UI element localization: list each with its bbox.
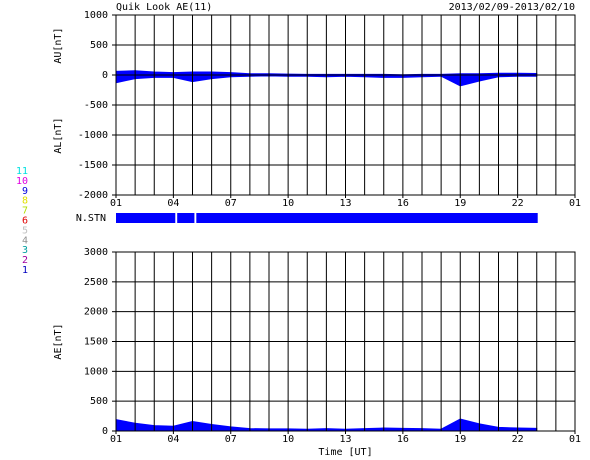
x-tick-label: 10 (282, 198, 294, 209)
y-tick-label: 500 (90, 40, 108, 51)
y-tick-label: 2500 (84, 277, 108, 288)
date-range: 2013/02/09-2013/02/10 (449, 2, 575, 13)
x-axis-label: Time [UT] (318, 447, 372, 458)
x-tick-label: 10 (282, 434, 294, 445)
y-axis-label: AL[nT] (53, 118, 64, 154)
x-tick-label: 16 (397, 198, 409, 209)
x-tick-label: 13 (339, 434, 351, 445)
station-legend-label: 9 (22, 186, 28, 197)
station-bar-label: N.STN (76, 213, 106, 224)
station-legend-label: 4 (22, 235, 28, 246)
y-tick-label: -500 (84, 100, 108, 111)
y-tick-label: 0 (102, 70, 108, 81)
station-legend-label: 8 (22, 196, 28, 207)
station-legend-label: 2 (22, 255, 28, 266)
y-tick-label: 2000 (84, 307, 108, 318)
x-tick-label: 04 (167, 434, 179, 445)
y-tick-label: 3000 (84, 247, 108, 258)
x-tick-label: 01 (110, 198, 122, 209)
y-tick-label: 1000 (84, 10, 108, 21)
y-tick-label: -2000 (78, 190, 108, 201)
x-tick-label: 01 (569, 198, 581, 209)
plot-frame (115, 14, 576, 196)
area (115, 418, 538, 432)
x-tick-label: 13 (339, 198, 351, 209)
station-legend-label: 5 (22, 225, 28, 236)
x-tick-label: 22 (512, 198, 524, 209)
x-tick-label: 22 (512, 434, 524, 445)
x-tick-label: 07 (225, 198, 237, 209)
chart-title: Quik Look AE(11) (116, 2, 212, 13)
station-legend-label: 6 (22, 216, 28, 227)
station-bar (177, 213, 195, 223)
plot-frame (115, 251, 576, 432)
station-legend-label: 7 (22, 206, 28, 217)
y-tick-label: 1500 (84, 337, 108, 348)
station-legend-label: 3 (22, 245, 28, 256)
x-tick-label: 19 (454, 198, 466, 209)
x-tick-label: 04 (167, 198, 179, 209)
station-legend-label: 11 (16, 166, 28, 177)
x-tick-label: 16 (397, 434, 409, 445)
station-legend-label: 10 (16, 176, 28, 187)
y-axis-label: AU[nT] (53, 28, 64, 64)
x-tick-label: 07 (225, 434, 237, 445)
x-tick-label: 19 (454, 434, 466, 445)
y-tick-label: 500 (90, 396, 108, 407)
y-tick-label: 1000 (84, 366, 108, 377)
station-legend-label: 1 (22, 265, 28, 276)
area (115, 74, 538, 87)
station-bar (196, 213, 538, 223)
x-tick-label: 01 (110, 434, 122, 445)
y-axis-label: AE[nT] (53, 323, 64, 359)
area (115, 70, 538, 76)
x-tick-label: 01 (569, 434, 581, 445)
y-tick-label: 0 (102, 426, 108, 437)
y-tick-label: -1500 (78, 160, 108, 171)
station-bar (116, 213, 176, 223)
y-tick-label: -1000 (78, 130, 108, 141)
